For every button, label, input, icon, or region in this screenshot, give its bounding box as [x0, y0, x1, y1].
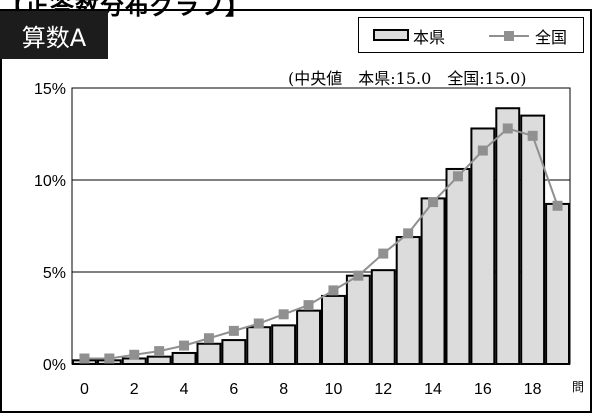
line-point [477, 145, 488, 156]
line-point [502, 123, 513, 134]
bar [196, 342, 222, 366]
bar [370, 269, 396, 365]
bar [345, 274, 371, 365]
line-point [278, 309, 289, 320]
line-point [378, 248, 389, 259]
subject-label: 算数A [0, 11, 108, 59]
bar [321, 294, 346, 366]
legend-label-prefecture: 本県 [413, 28, 446, 47]
bar [246, 326, 272, 366]
bar [395, 236, 421, 365]
y-tick-label: 0% [43, 357, 66, 374]
legend-label-national: 全国 [535, 28, 568, 47]
line-point [79, 353, 90, 364]
y-tick-label: 15% [34, 81, 66, 98]
line-point [452, 171, 463, 182]
bar [545, 202, 570, 365]
y-tick-label: 5% [43, 265, 66, 282]
x-tick-label: 4 [180, 381, 189, 398]
bar [520, 114, 546, 365]
x-tick-label: 8 [279, 381, 288, 398]
chart-frame [0, 9, 592, 413]
line-point [527, 130, 538, 141]
line-point [203, 333, 214, 344]
bar [296, 309, 322, 366]
legend-line-swatch [489, 31, 529, 41]
line-point [428, 197, 439, 208]
line-point [303, 300, 314, 311]
line-point [179, 340, 190, 351]
x-tick-label: 14 [424, 381, 442, 398]
x-tick-label: 12 [374, 381, 392, 398]
x-unit-label: 問 [572, 380, 584, 394]
line-point [104, 353, 115, 364]
line-point [154, 346, 165, 357]
median-note: (中央値 本県:15.0 全国:15.0) [288, 69, 527, 88]
x-tick-label: 16 [474, 381, 492, 398]
line-point [403, 228, 414, 239]
line-point [328, 285, 339, 296]
line-point [353, 270, 364, 281]
x-tick-label: 10 [325, 381, 343, 398]
chart-legend: 本県 全国 [358, 17, 584, 53]
bar [271, 324, 297, 365]
x-tick-label: 0 [80, 381, 89, 398]
line-point [552, 200, 563, 211]
line-point [129, 349, 140, 360]
bar [221, 339, 247, 365]
line-point [253, 318, 264, 329]
bar [146, 355, 172, 366]
bar [171, 351, 197, 365]
line-point [228, 325, 239, 336]
x-tick-label: 2 [130, 381, 139, 398]
x-tick-label: 18 [524, 381, 542, 398]
y-tick-label: 10% [34, 173, 66, 190]
bar [495, 107, 521, 365]
x-tick-label: 6 [229, 381, 238, 398]
bar [420, 197, 446, 365]
bar [445, 167, 471, 365]
legend-bar-swatch [373, 29, 409, 41]
bar [470, 127, 496, 365]
